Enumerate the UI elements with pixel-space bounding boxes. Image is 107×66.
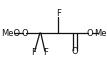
Text: O: O xyxy=(71,47,78,56)
Text: O: O xyxy=(87,29,93,37)
Text: F: F xyxy=(43,48,48,57)
Text: Me: Me xyxy=(94,29,106,37)
Text: MeO: MeO xyxy=(1,29,20,37)
Text: O: O xyxy=(21,29,28,37)
Text: F: F xyxy=(31,48,36,57)
Text: F: F xyxy=(56,9,61,18)
